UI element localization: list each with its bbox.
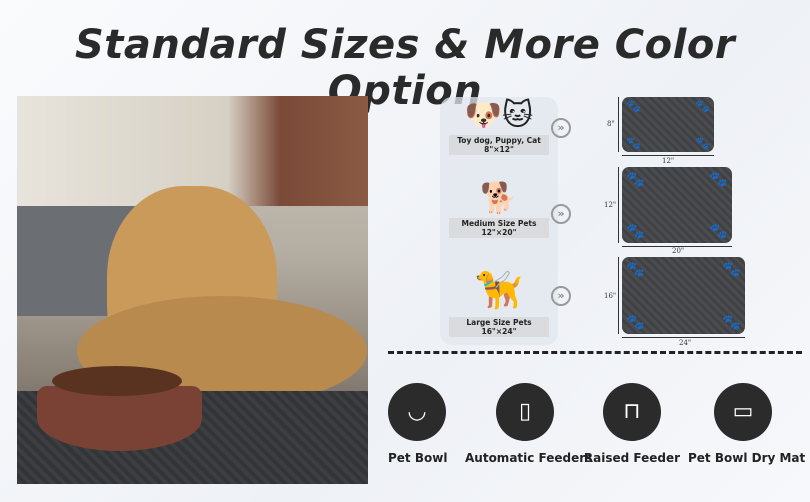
bowl <box>37 386 202 451</box>
double-chevron-right-icon: » <box>551 118 571 138</box>
width-dimension: 12" <box>662 157 675 165</box>
medium-dog-icon: 🐕 <box>480 181 518 216</box>
paw-icon: 🐾 <box>709 170 728 188</box>
size-label: 8"×12" <box>484 145 514 154</box>
puppy-cat-icon: 🐶🐱 <box>464 98 534 133</box>
mat-large: 🐾 🐾 🐾 🐾 <box>622 257 745 334</box>
paw-icon: 🐾 <box>626 99 641 113</box>
paw-icon: 🐾 <box>626 222 645 240</box>
paw-icon: 🐾 <box>626 313 645 331</box>
pet-type: Medium Size Pets <box>461 219 537 228</box>
width-dimension: 24" <box>679 339 692 347</box>
paw-icon: 🐾 <box>626 260 645 278</box>
height-dimension: 8" <box>607 120 615 128</box>
category-label: Pet Bowl <box>388 451 448 465</box>
category-label: Raised Feeder <box>583 451 681 465</box>
size-label: 16"×24" <box>481 327 517 336</box>
large-dog-icon: 🦮 <box>475 268 523 312</box>
page-title: Standard Sizes & More Color Option <box>74 22 736 114</box>
mat-small: 🐾 🐾 🐾 🐾 <box>622 97 714 152</box>
height-dimension: 16" <box>604 292 617 300</box>
paw-icon: 🐾 <box>722 313 741 331</box>
pet-bowl-icon: ◡ <box>388 383 446 441</box>
paw-icon: 🐾 <box>626 170 645 188</box>
divider <box>388 351 802 354</box>
size-panel: 🐶🐱 Toy dog, Puppy, Cat 8"×12" 🐕 Medium Si… <box>440 97 558 345</box>
pet-type: Toy dog, Puppy, Cat <box>457 136 541 145</box>
double-chevron-right-icon: » <box>551 204 571 224</box>
raised-feeder-icon: ⊓ <box>603 383 661 441</box>
size-option-medium: 🐕 Medium Size Pets 12"×20" <box>440 182 558 238</box>
mat-medium: 🐾 🐾 🐾 🐾 <box>622 167 732 243</box>
size-label: 12"×20" <box>481 228 517 237</box>
size-option-large: 🦮 Large Size Pets 16"×24" <box>440 265 558 337</box>
automatic-feeder-icon: ▯ <box>496 383 554 441</box>
paw-icon: 🐾 <box>722 260 741 278</box>
pet-type: Large Size Pets <box>466 318 532 327</box>
category-label: Pet Bowl Dry Mat <box>688 451 806 465</box>
paw-icon: 🐾 <box>709 222 728 240</box>
paw-icon: 🐾 <box>626 136 641 150</box>
paw-icon: 🐾 <box>695 99 710 113</box>
height-dimension: 12" <box>604 201 617 209</box>
category-label: Automatic Feeders <box>465 451 593 465</box>
size-option-small: 🐶🐱 Toy dog, Puppy, Cat 8"×12" <box>440 99 558 155</box>
double-chevron-right-icon: » <box>551 286 571 306</box>
width-dimension: 20" <box>672 247 685 255</box>
paw-icon: 🐾 <box>695 136 710 150</box>
dry-mat-icon: ▭ <box>714 383 772 441</box>
product-photo-dog-on-mat <box>17 96 368 484</box>
